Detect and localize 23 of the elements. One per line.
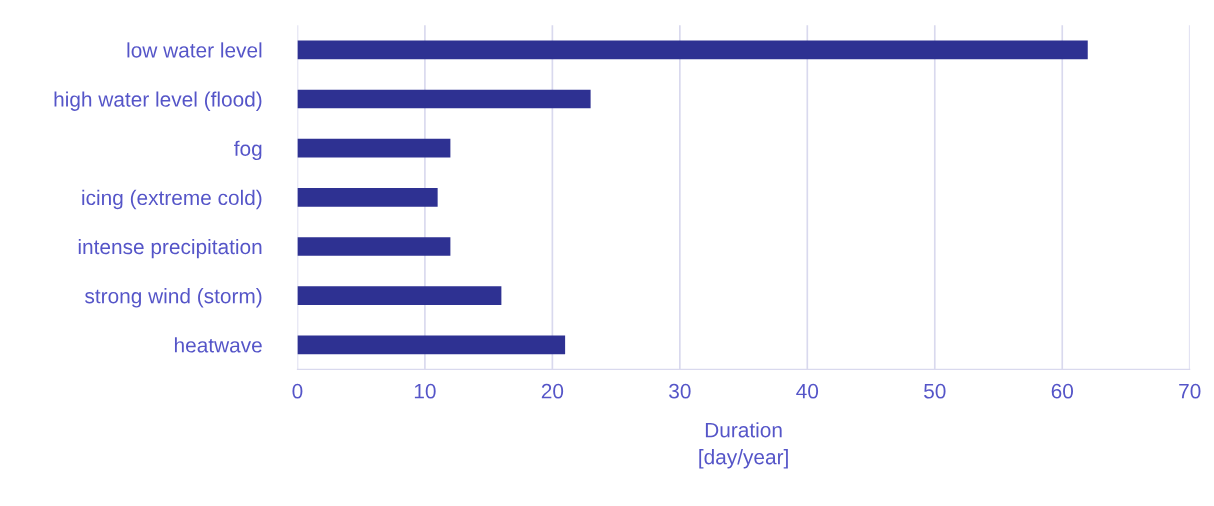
x-tick-label: 40: [796, 383, 819, 399]
x-tick-label: 70: [1179, 383, 1201, 399]
x-tick-label: 60: [1051, 383, 1074, 399]
bar: [297, 138, 451, 158]
x-tick-label: 50: [924, 383, 946, 399]
bar: [297, 89, 591, 109]
bar: [297, 188, 438, 207]
y-tick-label: icing (extreme cold): [82, 189, 262, 210]
bar: [297, 40, 1088, 60]
bar: [297, 335, 566, 355]
bar: [297, 286, 502, 305]
x-tick-label: 0: [292, 383, 303, 399]
x-axis-title: Duration [day/year]: [699, 422, 788, 469]
bar: [297, 237, 451, 256]
x-tick-label: 20: [541, 383, 564, 399]
x-tick-label: 30: [669, 383, 691, 399]
y-tick-label: strong wind (storm): [85, 288, 262, 308]
x-tick-label: 10: [414, 383, 436, 399]
y-tick-label: intense precipitation: [78, 238, 262, 259]
y-tick-label: fog: [234, 140, 262, 161]
y-tick-label: high water level (flood): [54, 91, 262, 111]
y-tick-label: heatwave: [174, 337, 262, 353]
y-tick-label: low water level: [127, 42, 262, 58]
